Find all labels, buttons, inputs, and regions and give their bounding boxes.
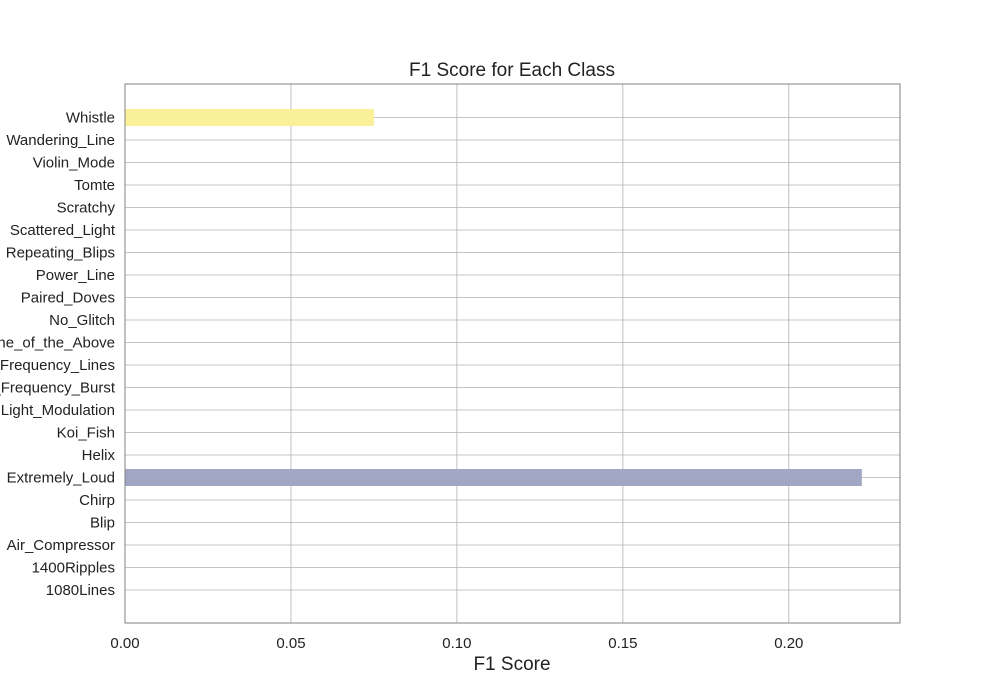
- y-tick-label: Low_Frequency_Lines: [0, 357, 115, 374]
- y-tick-label: Light_Modulation: [1, 402, 115, 419]
- y-tick-label: Air_Compressor: [7, 537, 115, 554]
- y-tick-label: Helix: [82, 447, 116, 464]
- y-tick-label: Paired_Doves: [21, 290, 115, 307]
- bars: [125, 109, 862, 486]
- y-tick-label: Tomte: [74, 177, 115, 194]
- y-tick-label: Violin_Mode: [33, 155, 115, 172]
- x-tick-label: 0.10: [442, 635, 471, 652]
- y-tick-label: 1400Ripples: [32, 560, 115, 577]
- plot-frame: [124, 83, 901, 624]
- y-tick-label: Repeating_Blips: [6, 245, 115, 262]
- bar-whistle: [125, 109, 374, 126]
- y-tick-label: Scratchy: [57, 200, 116, 217]
- chart-title: F1 Score for Each Class: [409, 60, 615, 81]
- x-tick-label: 0.20: [774, 635, 803, 652]
- x-tick-label: 0.05: [276, 635, 305, 652]
- x-axis-label: F1 Score: [473, 654, 550, 675]
- y-tick-label: Whistle: [66, 110, 115, 127]
- x-tick-label: 0.00: [110, 635, 139, 652]
- y-tick-label: None_of_the_Above: [0, 335, 115, 352]
- y-tick-label: Power_Line: [36, 267, 115, 284]
- y-tick-label: 1080Lines: [46, 582, 115, 599]
- y-tick-label: Blip: [90, 515, 115, 532]
- y-tick-label: Scattered_Light: [10, 222, 116, 239]
- y-tick-label: Koi_Fish: [57, 425, 115, 442]
- x-tick-label: 0.15: [608, 635, 637, 652]
- x-tick-labels: 0.00 0.05 0.10 0.15 0.20: [110, 635, 803, 652]
- bar-extremely-loud: [125, 469, 862, 486]
- y-tick-label: Wandering_Line: [6, 132, 115, 149]
- y-tick-label: Low_Frequency_Burst: [0, 380, 116, 397]
- y-tick-label: Chirp: [79, 492, 115, 509]
- grid: [124, 84, 900, 623]
- y-tick-labels: 1080Lines 1400Ripples Air_Compressor Blip Ch…: [0, 110, 116, 600]
- y-tick-label: No_Glitch: [49, 312, 115, 329]
- y-tick-label: Extremely_Loud: [7, 470, 115, 487]
